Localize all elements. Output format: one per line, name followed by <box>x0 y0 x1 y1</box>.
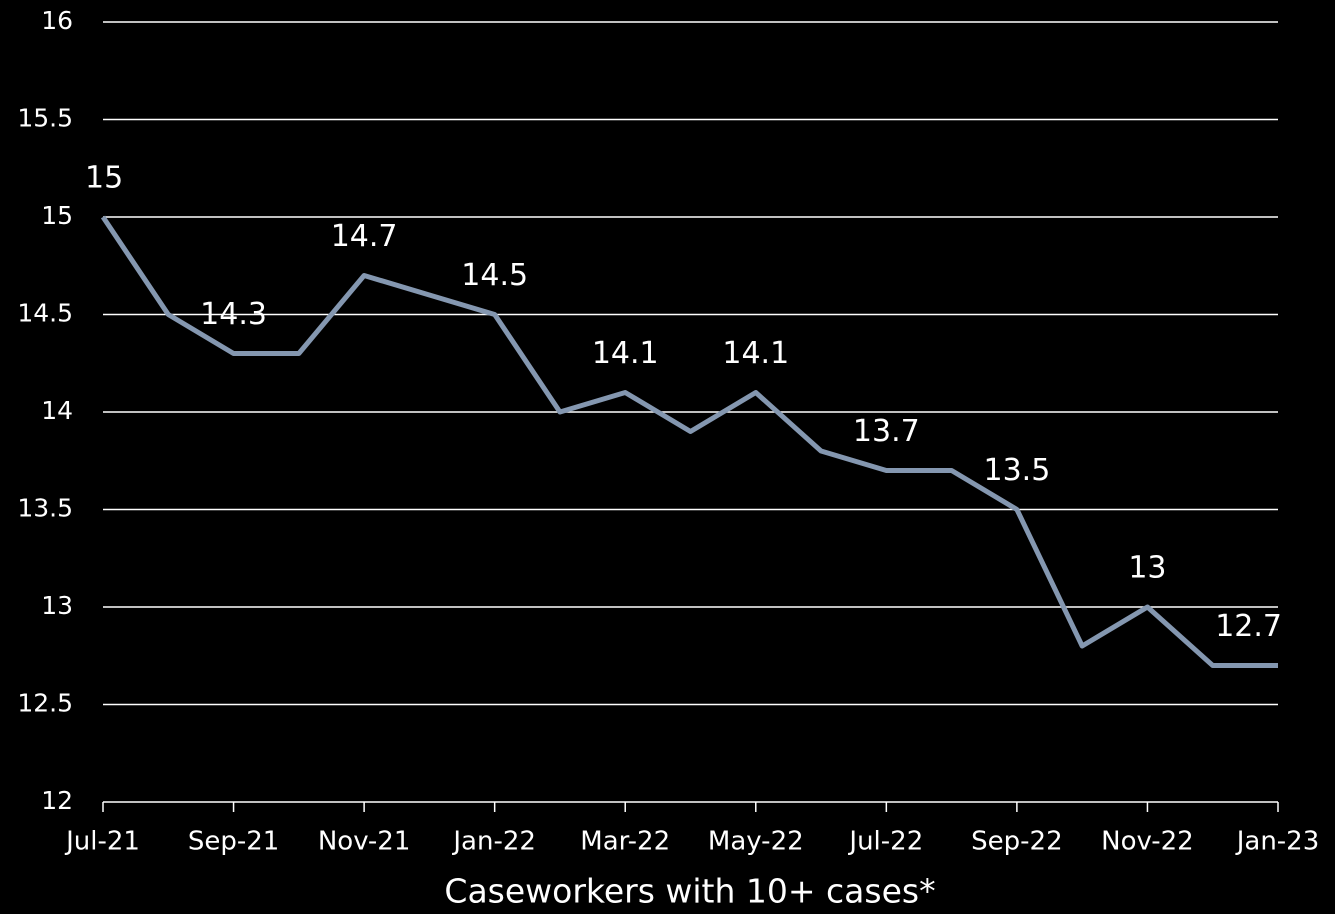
x-tick-label: Jan-22 <box>451 827 536 857</box>
data-label: 14.1 <box>722 336 789 371</box>
data-label: 13.5 <box>983 453 1050 488</box>
data-label: 14.1 <box>592 336 659 371</box>
x-tick-label: Nov-21 <box>318 827 411 857</box>
y-tick-label: 14.5 <box>17 299 73 328</box>
y-tick-label: 13.5 <box>17 494 73 523</box>
x-tick-label: Sep-22 <box>971 827 1062 857</box>
y-tick-label: 14 <box>41 396 73 425</box>
data-line <box>100 215 1278 668</box>
x-tick-label: May-22 <box>708 827 804 857</box>
x-tick-label: Sep-21 <box>188 827 279 857</box>
y-tick-label: 15.5 <box>17 104 73 133</box>
x-tick-label: Jul-22 <box>847 827 923 857</box>
x-tick-label: Jan-23 <box>1235 827 1320 857</box>
x-tick-label: Mar-22 <box>580 827 670 857</box>
y-tick-label: 12 <box>41 786 73 815</box>
y-tick-label: 15 <box>41 201 73 230</box>
data-label: 12.7 <box>1215 609 1282 644</box>
x-tick-label: Jul-21 <box>64 827 140 857</box>
y-tick-label: 12.5 <box>17 689 73 718</box>
data-label: 14.5 <box>461 258 528 293</box>
data-label: 15 <box>85 161 123 196</box>
x-tick-label: Nov-22 <box>1101 827 1194 857</box>
data-label: 13.7 <box>853 414 920 449</box>
data-label: 13 <box>1128 551 1166 586</box>
data-label: 14.7 <box>331 219 398 254</box>
y-tick-label: 13 <box>41 591 73 620</box>
x-axis-title: Caseworkers with 10+ cases* <box>444 872 935 911</box>
y-tick-label: 16 <box>41 6 73 35</box>
data-label: 14.3 <box>200 297 267 332</box>
